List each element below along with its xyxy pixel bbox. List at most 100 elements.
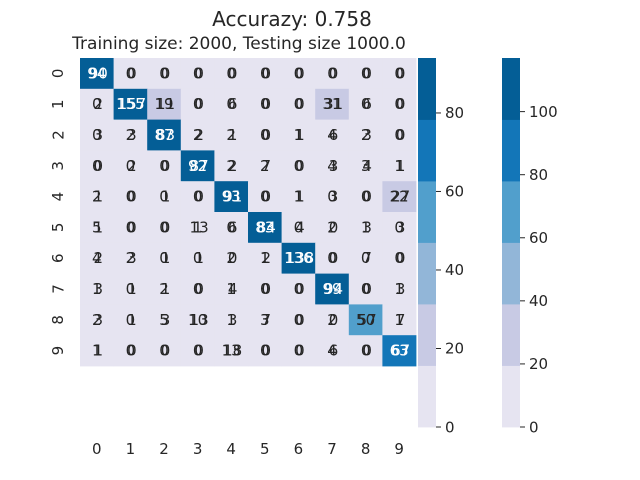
- cell-label-a-r0-c5: 0: [260, 64, 270, 82]
- cell-label-b-r7-c4: 4: [228, 280, 238, 298]
- heatmap-cell-r6-c7: [315, 242, 350, 274]
- colorbar-b-tick-label: 20: [529, 355, 548, 373]
- heatmap-cell-r3-c8: [348, 150, 383, 182]
- cell-label-b-r4-c5: 0: [262, 188, 272, 206]
- colorbar-a-tick-label: 20: [445, 340, 464, 358]
- heatmap-cell-r7-c5: [248, 273, 282, 305]
- heatmap-cell-r3-c5: [248, 150, 282, 182]
- cell-label-b-r7-c9: 3: [396, 280, 406, 298]
- cell-label-a-r4-c6: 1: [294, 188, 304, 206]
- cell-label-a-r9-c7: 4: [327, 342, 337, 360]
- x-tick-label: 5: [260, 440, 270, 458]
- heatmap-cell-r9-c9: [382, 335, 417, 367]
- cell-label-a-r3-c9: 1: [394, 157, 404, 175]
- cell-label-a-r8-c3: 10: [188, 311, 207, 329]
- cell-label-a-r4-c7: 0: [327, 188, 337, 206]
- cell-label-a-r4-c8: 0: [361, 188, 371, 206]
- colorbar-b-segment: [502, 365, 520, 428]
- cell-label-a-r1-c4: 0: [226, 95, 236, 113]
- cell-label-b-r4-c0: 1: [94, 188, 104, 206]
- heatmap-cell-r4-c3: [180, 181, 215, 213]
- x-tick-label: 0: [92, 440, 102, 458]
- cell-label-a-r1-c9: 0: [394, 95, 404, 113]
- heatmap-cell-r7-c9: [382, 273, 417, 305]
- heatmap-cell-r8-c0: [80, 304, 114, 336]
- heatmap-cell-r9-c5: [248, 335, 282, 367]
- cell-label-a-r9-c3: 0: [193, 342, 203, 360]
- y-tick-label: 6: [49, 253, 67, 263]
- heatmap-cell-r9-c4: [214, 335, 249, 367]
- heatmap-cell-r5-c2: [147, 212, 182, 244]
- heatmap-cell-r6-c9: [382, 242, 417, 274]
- heatmap-cell-r4-c2: [147, 181, 182, 213]
- colorbar-a-tick-label: 80: [445, 104, 464, 122]
- cell-label-b-r4-c3: 0: [194, 188, 204, 206]
- heatmap-cell-r7-c4: [214, 273, 249, 305]
- cell-label-b-r0-c9: 0: [396, 64, 406, 82]
- cell-label-a-r0-c1: 0: [126, 64, 136, 82]
- cell-label-a-r9-c1: 0: [126, 342, 136, 360]
- heatmap-cell-r3-c4: [214, 150, 249, 182]
- heatmap-cell-r5-c3: [180, 212, 215, 244]
- cell-label-b-r7-c2: 1: [161, 280, 171, 298]
- x-tick-label: 2: [159, 440, 169, 458]
- cell-label-a-r9-c8: 0: [361, 342, 371, 360]
- heatmap-cell-r8-c2: [147, 304, 182, 336]
- cell-label-a-r3-c6: 0: [294, 157, 304, 175]
- y-tick-label: 1: [49, 99, 67, 109]
- heatmap-cell-r3-c9: [382, 150, 417, 182]
- x-tick-label: 9: [394, 440, 404, 458]
- cell-label-b-r5-c9: 3: [396, 218, 406, 236]
- colorbar-a-segment: [418, 58, 436, 120]
- cell-label-a-r2-c4: 2: [226, 126, 236, 144]
- heatmap-cell-r2-c2: [147, 119, 182, 151]
- y-tick-label: 0: [49, 69, 67, 79]
- cell-label-b-r3-c8: 4: [362, 157, 372, 175]
- x-tick-labels: 0 1 2 3 4 5 6 7 8 9: [92, 440, 404, 458]
- cell-label-b-r3-c9: 1: [396, 157, 406, 175]
- cell-label-a-r6-c3: 0: [193, 249, 203, 267]
- cell-label-a-r7-c6: 0: [294, 280, 304, 298]
- colorbar-b: 0 20 40 60 80 100: [502, 58, 558, 436]
- cell-label-b-r7-c0: 3: [94, 280, 104, 298]
- cell-label-a-r5-c4: 0: [226, 218, 236, 236]
- heatmap-cell-r4-c5: [248, 181, 282, 213]
- cell-label-a-r4-c1: 0: [126, 188, 136, 206]
- cell-label-a-r5-c1: 0: [126, 218, 136, 236]
- heatmap-cell-r8-c8: [348, 304, 383, 336]
- cell-label-a-r6-c0: 4: [92, 249, 102, 267]
- heatmap-cell-r2-c4: [214, 119, 249, 151]
- cell-label-a-r6-c9: 0: [394, 249, 404, 267]
- heatmap-cell-r5-c9: [382, 212, 417, 244]
- cell-label-b-r6-c6: 138: [286, 249, 315, 267]
- cell-label-a-r5-c5: 83: [255, 218, 274, 236]
- cell-label-b-r5-c0: 1: [94, 218, 104, 236]
- cell-label-b-r2-c2: 83: [156, 126, 175, 144]
- heatmap-cell-r0-c2: [147, 58, 182, 90]
- y-tick-label: 2: [49, 130, 67, 140]
- heatmap-cell-r4-c0: [80, 181, 114, 213]
- cell-label-a-r7-c1: 0: [126, 280, 136, 298]
- cell-label-a-r2-c3: 2: [193, 126, 203, 144]
- heatmap-cell-r1-c9: [382, 88, 417, 120]
- cell-label-b-r2-c4: 1: [228, 126, 238, 144]
- heatmap-cell-r6-c8: [348, 242, 383, 274]
- cell-label-a-r0-c3: 0: [193, 64, 203, 82]
- heatmap-cell-r0-c3: [180, 58, 215, 90]
- cell-label-b-r1-c8: 6: [362, 95, 372, 113]
- cell-label-a-r1-c3: 0: [193, 95, 203, 113]
- cell-label-a-r5-c6: 0: [294, 218, 304, 236]
- heatmap-cell-r6-c4: [214, 242, 249, 274]
- cell-label-a-r4-c0: 2: [92, 188, 102, 206]
- heatmap-cell-r9-c8: [348, 335, 383, 367]
- cell-label-b-r1-c3: 0: [194, 95, 204, 113]
- cell-label-a-r4-c3: 0: [193, 188, 203, 206]
- heatmap-cell-r8-c4: [214, 304, 249, 336]
- cell-label-a-r0-c4: 0: [226, 64, 236, 82]
- heatmap-cell-r1-c1: [113, 88, 148, 120]
- cell-label-b-r8-c1: 1: [127, 311, 137, 329]
- cell-label-b-r9-c6: 0: [295, 342, 305, 360]
- cell-label-a-r4-c2: 0: [159, 188, 169, 206]
- cell-label-b-r6-c5: 2: [262, 249, 272, 267]
- cell-label-a-r7-c9: 1: [394, 280, 404, 298]
